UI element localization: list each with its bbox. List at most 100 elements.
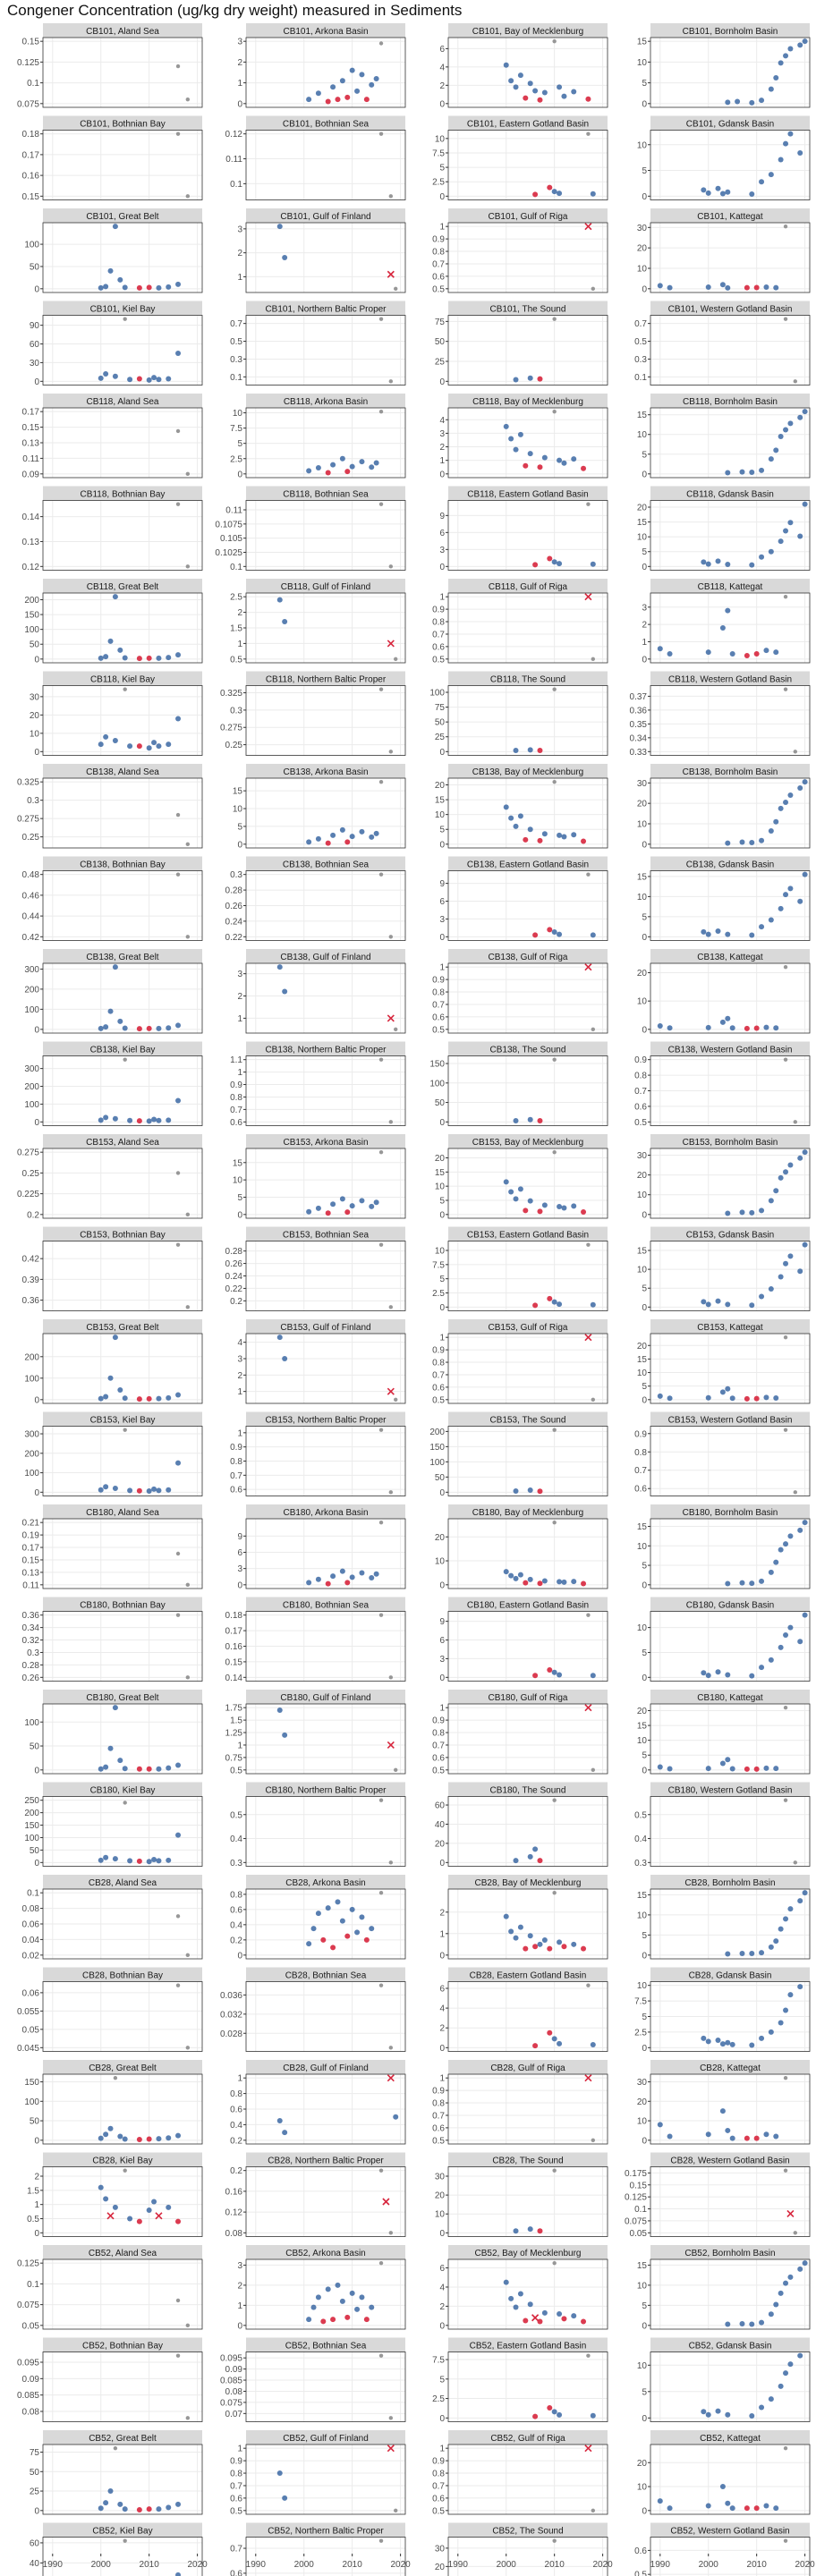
y-tick-label: 0.8 bbox=[432, 988, 445, 998]
y-tick-label: 10 bbox=[637, 1368, 648, 1378]
data-point bbox=[552, 2538, 557, 2543]
y-tick-label: 0.4 bbox=[634, 1835, 647, 1844]
data-point bbox=[306, 1208, 312, 1215]
panel-background bbox=[43, 1334, 202, 1403]
y-tick-label: 2 bbox=[34, 2173, 39, 2182]
data-point bbox=[113, 2075, 118, 2080]
y-tick-label: 0.09 bbox=[225, 2365, 243, 2375]
data-point bbox=[571, 1203, 577, 1209]
data-point bbox=[719, 2484, 726, 2490]
y-tick-label: 20 bbox=[637, 969, 648, 979]
data-point bbox=[136, 1118, 142, 1124]
data-point bbox=[185, 564, 191, 569]
data-point bbox=[166, 376, 172, 382]
y-tick-label: 15 bbox=[637, 1722, 648, 1732]
data-point bbox=[749, 2412, 755, 2419]
y-tick-label: 0.26 bbox=[225, 1259, 243, 1269]
data-point bbox=[373, 75, 379, 81]
facet-strip bbox=[448, 115, 608, 131]
data-point bbox=[339, 78, 345, 84]
facet-strip bbox=[43, 1134, 202, 1148]
data-point bbox=[369, 1203, 375, 1209]
panel-border bbox=[42, 1241, 203, 1311]
y-tick-label: 4 bbox=[237, 1338, 242, 1348]
data-point bbox=[513, 1487, 519, 1494]
y-tick-label: 300 bbox=[24, 1064, 39, 1074]
facet-strip-label: CB28, Arkona Basin bbox=[285, 1878, 366, 1888]
data-point bbox=[359, 1198, 365, 1204]
data-point bbox=[759, 837, 765, 843]
facet-strip-label: CB118, Gulf of Finland bbox=[281, 582, 370, 592]
y-tick-label: 9 bbox=[439, 879, 445, 889]
y-tick-label: 0.2 bbox=[230, 2166, 242, 2176]
data-point bbox=[705, 2411, 711, 2418]
data-point bbox=[763, 1024, 769, 1030]
facet-strip-label: CB118, Kattegat bbox=[698, 582, 763, 592]
facet-strip bbox=[246, 2522, 405, 2538]
data-point bbox=[151, 740, 157, 746]
data-point bbox=[749, 1580, 755, 1587]
y-tick-label: 0.8 bbox=[432, 248, 445, 258]
y-tick-label: 2 bbox=[439, 2024, 445, 2034]
data-point bbox=[657, 283, 663, 289]
facet-strip-label: CB153, Bothnian Sea bbox=[283, 1231, 370, 1241]
y-tick-label: 0.5 bbox=[432, 2506, 445, 2516]
data-point bbox=[527, 1116, 533, 1123]
data-point bbox=[590, 191, 596, 197]
x-tick-label: 2000 bbox=[497, 2560, 517, 2570]
y-tick-label: 1 bbox=[237, 2074, 242, 2084]
data-point bbox=[557, 2040, 563, 2046]
data-point bbox=[151, 375, 157, 381]
data-point bbox=[701, 1670, 707, 1676]
facet-strip bbox=[43, 2337, 202, 2352]
data-point bbox=[705, 1766, 711, 1772]
data-point bbox=[763, 1394, 769, 1401]
data-point bbox=[175, 1022, 182, 1029]
data-point-cross bbox=[531, 2314, 540, 2322]
data-point bbox=[335, 2282, 341, 2288]
y-tick-label: 0.5 bbox=[230, 655, 242, 665]
y-tick-label: 1 bbox=[439, 1704, 445, 1714]
facet-strip bbox=[43, 394, 202, 408]
y-tick-label: 0.6 bbox=[634, 1485, 647, 1495]
data-point bbox=[122, 2136, 128, 2142]
panel-border bbox=[245, 1055, 406, 1126]
y-tick-label: 100 bbox=[429, 1079, 445, 1089]
y-tick-label: 2 bbox=[237, 249, 242, 258]
y-tick-label: 40 bbox=[30, 2559, 40, 2569]
panel-background bbox=[448, 1241, 608, 1311]
data-point bbox=[325, 1905, 331, 1911]
y-tick-label: 15 bbox=[637, 38, 648, 47]
facet-strip bbox=[246, 1782, 405, 1797]
facet-strip-label: CB153, Kiel Bay bbox=[90, 1416, 156, 1426]
facet-strip-label: CB28, Aland Sea bbox=[89, 1878, 157, 1888]
data-point bbox=[532, 1673, 539, 1679]
y-tick-label: 5 bbox=[439, 164, 445, 174]
y-tick-label: 0 bbox=[642, 933, 647, 943]
data-point bbox=[185, 194, 191, 199]
data-point bbox=[98, 1766, 104, 1772]
data-point bbox=[344, 94, 351, 100]
data-point bbox=[136, 2136, 142, 2142]
data-point bbox=[797, 2266, 803, 2272]
y-tick-label: 0 bbox=[642, 2506, 647, 2516]
data-point bbox=[541, 454, 548, 461]
data-point bbox=[123, 687, 127, 691]
facet-strip-label: CB138, Arkona Basin bbox=[283, 767, 368, 777]
x-tick-label: 2010 bbox=[747, 2560, 768, 2570]
y-tick-label: 0.5 bbox=[634, 1118, 647, 1128]
facet-strip-label: CB153, Aland Sea bbox=[86, 1138, 159, 1148]
data-point bbox=[787, 886, 794, 892]
data-point bbox=[315, 2294, 321, 2301]
panel-border bbox=[447, 315, 608, 386]
y-tick-label: 0.3 bbox=[230, 355, 242, 365]
data-point bbox=[753, 1025, 760, 1031]
data-point bbox=[759, 179, 765, 185]
